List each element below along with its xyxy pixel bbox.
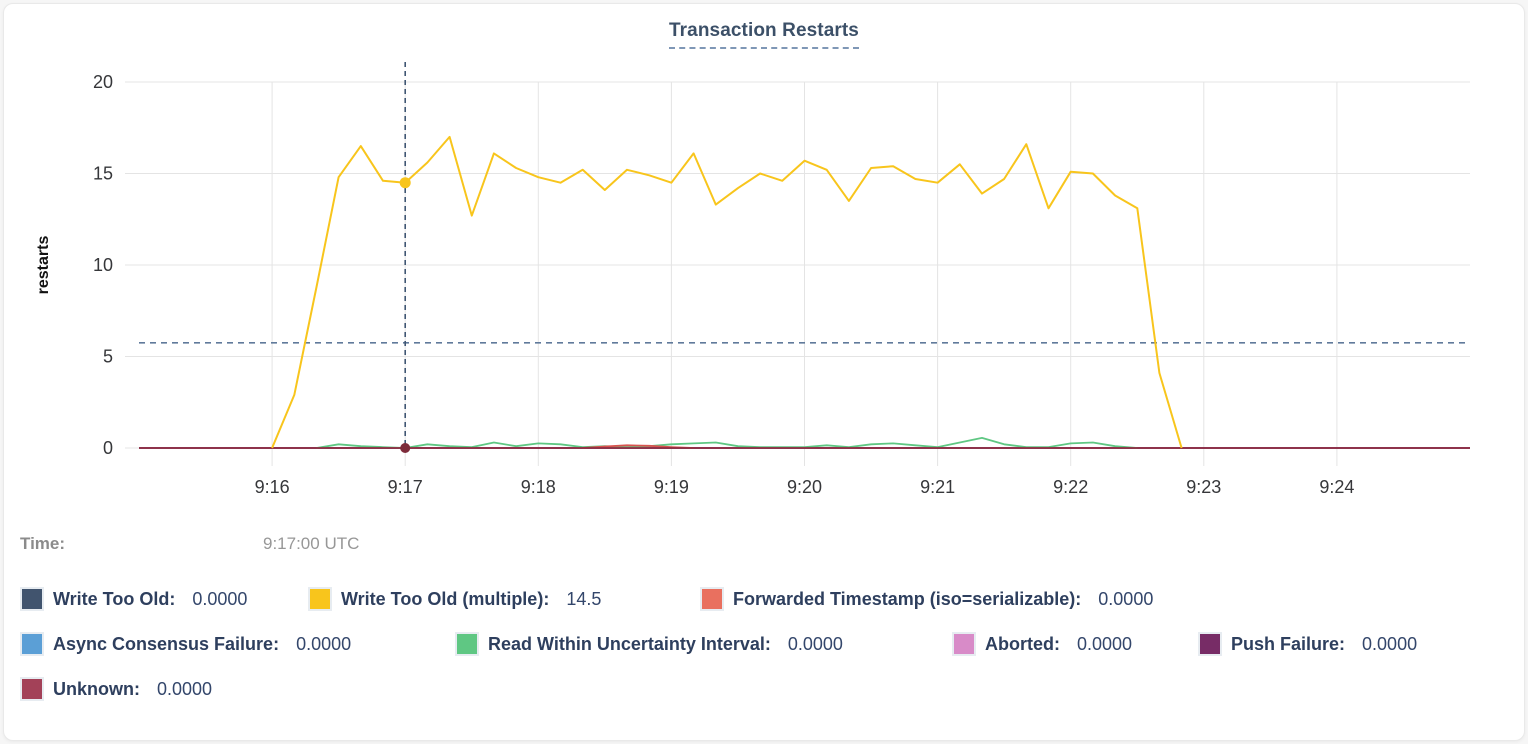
legend-value: 0.0000 — [157, 678, 213, 699]
y-tick-label: 5 — [103, 347, 113, 367]
y-axis-label: restarts — [35, 236, 52, 295]
legend-label: Aborted: — [985, 633, 1060, 654]
legend-item-push-failure: Push Failure: 0.0000 — [1198, 631, 1417, 657]
time-label: Time: — [20, 534, 66, 553]
legend-item-read-within-uncertainty-interval: Read Within Uncertainty Interval: 0.0000 — [455, 631, 843, 657]
legend-item-write-too-old: Write Too Old: 0.0000 — [20, 586, 247, 612]
y-tick-label: 15 — [93, 164, 113, 184]
x-tick-label: 9:20 — [787, 477, 822, 497]
legend-value: 14.5 — [566, 588, 602, 609]
legend-swatch — [1198, 632, 1222, 656]
x-tick-label: 9:22 — [1053, 477, 1088, 497]
series-line-write-too-old-multiple- — [271, 135, 1183, 449]
legend-item-write-too-old-multiple-: Write Too Old (multiple): 14.5 — [308, 586, 601, 612]
y-tick-label: 20 — [93, 72, 113, 92]
y-tick-label: 10 — [93, 255, 113, 275]
x-tick-label: 9:24 — [1319, 477, 1354, 497]
legend-value: 0.0000 — [787, 633, 843, 654]
legend-item-forwarded-timestamp-iso-serializable-: Forwarded Timestamp (iso=serializable): 0… — [700, 586, 1153, 612]
y-tick-label: 0 — [103, 438, 113, 458]
x-tick-label: 9:19 — [654, 477, 689, 497]
legend-label: Push Failure: — [1231, 633, 1346, 654]
legend-value: 0.0000 — [192, 588, 248, 609]
crosshair-dot — [400, 443, 411, 453]
legend-item-async-consensus-failure: Async Consensus Failure: 0.0000 — [20, 631, 351, 657]
legend-value: 0.0000 — [1098, 588, 1154, 609]
legend-value: 0.0000 — [296, 633, 352, 654]
legend-swatch — [455, 632, 479, 656]
legend-label: Async Consensus Failure: — [53, 633, 280, 654]
legend-label: Forwarded Timestamp (iso=serializable): — [733, 588, 1082, 609]
x-tick-label: 9:23 — [1186, 477, 1221, 497]
legend-swatch — [308, 587, 332, 611]
x-tick-label: 9:16 — [255, 477, 290, 497]
crosshair-dot — [399, 177, 411, 189]
legend-item-aborted: Aborted: 0.0000 — [952, 631, 1132, 657]
legend-swatch — [700, 587, 724, 611]
legend-value: 0.0000 — [1077, 633, 1133, 654]
time-value: 9:17:00 UTC — [263, 534, 360, 553]
legend-label: Unknown: — [53, 678, 140, 699]
legend-swatch — [20, 677, 44, 701]
legend-item-unknown: Unknown: 0.0000 — [20, 676, 212, 702]
chart-title[interactable]: Transaction Restarts — [669, 20, 859, 49]
legend-value: 0.0000 — [1362, 633, 1418, 654]
legend-label: Write Too Old (multiple): — [341, 588, 550, 609]
legend-swatch — [20, 587, 44, 611]
series-line-read-within-uncertainty-interval — [316, 436, 1138, 449]
legend-label: Write Too Old: — [53, 588, 176, 609]
legend-label: Read Within Uncertainty Interval: — [488, 633, 771, 654]
x-tick-label: 9:17 — [388, 477, 423, 497]
legend-swatch — [952, 632, 976, 656]
transaction-restarts-chart[interactable]: 0 5 10 15 20 9:16 9:17 9:18 9:19 9:20 9:21 9:22 9:23… — [0, 0, 1528, 515]
chart-card — [3, 3, 1525, 741]
x-tick-label: 9:18 — [521, 477, 556, 497]
legend-swatch — [20, 632, 44, 656]
chart-title-wrap: Transaction Restarts — [0, 20, 1528, 49]
x-tick-label: 9:21 — [920, 477, 955, 497]
